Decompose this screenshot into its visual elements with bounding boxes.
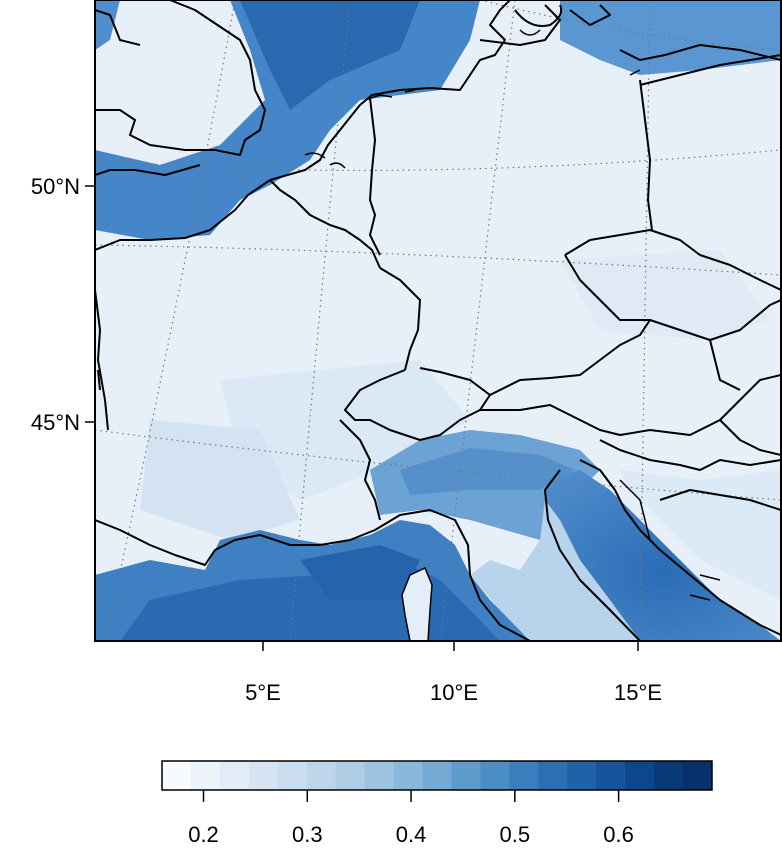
colorbar-step	[219, 761, 250, 790]
graticule	[95, 0, 781, 641]
colorbar-step	[422, 761, 452, 790]
italy-land	[470, 500, 640, 641]
colorbar-step	[335, 761, 366, 790]
colorbar-step	[451, 761, 481, 790]
bohemia-zone	[560, 250, 770, 340]
colorbar-step	[596, 761, 626, 790]
colorbar-step	[162, 761, 192, 790]
colorbar-step	[364, 761, 395, 790]
po-valley-dark	[400, 448, 575, 495]
islands	[304, 29, 721, 601]
axis-ticks	[85, 185, 639, 651]
colorbar-step	[393, 761, 424, 790]
balkan-land	[620, 470, 781, 600]
colorbar-step	[654, 761, 684, 790]
colorbar-tick-label: 0.6	[603, 822, 634, 847]
map-panel	[95, 0, 781, 641]
colorbar-tick-label: 0.4	[396, 822, 427, 847]
lat-label-45n: 45°N	[31, 410, 80, 435]
lat-label-50n: 50°N	[31, 174, 80, 199]
colorbar-step	[190, 761, 221, 790]
colorbar-step	[480, 761, 510, 790]
colorbar-tick-label: 0.5	[500, 822, 531, 847]
colorbar-step	[509, 761, 539, 790]
colorbar-step	[306, 761, 337, 790]
colorbar-step	[248, 761, 279, 790]
colorbar-step	[567, 761, 597, 790]
lon-label-5e: 5°E	[245, 680, 281, 705]
ligurian-dark	[300, 545, 420, 600]
colorbar-ticks: 0.2 0.3 0.4 0.5 0.6	[188, 790, 634, 847]
colorbar-tick-label: 0.2	[188, 822, 219, 847]
colorbar-steps	[162, 761, 713, 790]
colorbar-step	[538, 761, 568, 790]
colorbar-step	[625, 761, 655, 790]
alps-light-zone	[220, 360, 470, 500]
colorbar-tick-label: 0.3	[292, 822, 323, 847]
north-sea	[95, 0, 480, 240]
colorbar: 0.2 0.3 0.4 0.5 0.6	[161, 760, 713, 847]
corsica	[401, 566, 433, 641]
colorbar-frame	[161, 760, 713, 791]
lon-label-10e: 10°E	[430, 680, 478, 705]
colorbar-step	[683, 761, 713, 790]
lon-label-15e: 15°E	[614, 680, 662, 705]
map-frame	[94, 0, 782, 642]
colorbar-step	[277, 761, 308, 790]
north-sea-dark	[240, 0, 420, 110]
